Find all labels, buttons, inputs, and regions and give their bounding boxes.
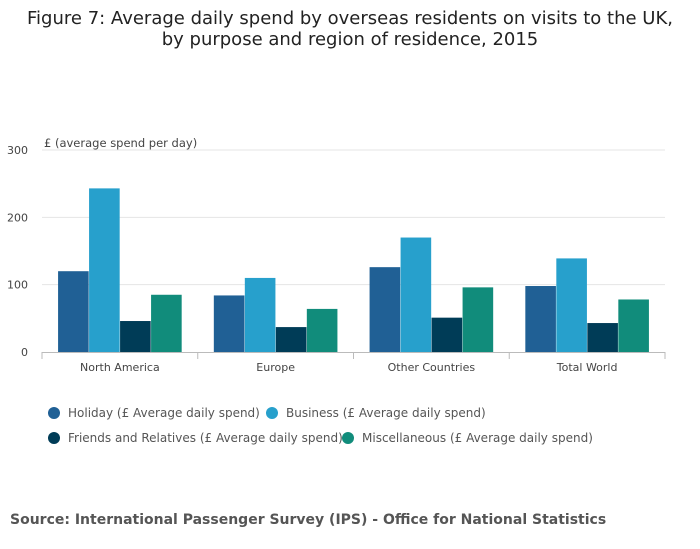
legend-item-miscellaneous[interactable]: Miscellaneous (£ Average daily spend) <box>342 431 593 445</box>
bar-other-countries-1 <box>369 267 401 352</box>
bar-europe-1 <box>213 295 245 352</box>
legend-item-holiday[interactable]: Holiday (£ Average daily spend) <box>48 406 260 420</box>
bar-north-america-1 <box>58 271 89 352</box>
x-axis <box>41 352 666 359</box>
y-axis-title: £ (average spend per day) <box>44 136 197 150</box>
x-tick-label: North America <box>80 361 160 374</box>
legend-label-holiday: Holiday (£ Average daily spend) <box>68 406 260 420</box>
legend-label-business: Business (£ Average daily spend) <box>286 406 486 420</box>
bar-total-world-4 <box>618 299 649 352</box>
legend-label-miscellaneous: Miscellaneous (£ Average daily spend) <box>362 431 593 445</box>
y-tick-label: 0 <box>21 346 28 359</box>
x-tick-label: Total World <box>556 361 618 374</box>
bar-total-world-1 <box>525 286 556 352</box>
legend-swatch-miscellaneous <box>342 432 354 444</box>
bar-europe-4 <box>306 308 338 352</box>
bars <box>58 188 649 352</box>
bar-europe-3 <box>275 327 307 352</box>
source-note: Source: International Passenger Survey (… <box>10 512 607 528</box>
legend-swatch-business <box>266 407 278 419</box>
bar-total-world-3 <box>587 323 618 352</box>
bar-total-world-2 <box>556 258 587 352</box>
legend-item-business[interactable]: Business (£ Average daily spend) <box>266 406 486 420</box>
x-tick-label: Europe <box>256 361 295 374</box>
bar-other-countries-2 <box>400 237 432 352</box>
bar-europe-2 <box>244 277 276 352</box>
axis-labels: 0 100 200 300 £ (average spend per day) North… <box>7 136 617 374</box>
y-tick-label: 300 <box>7 144 28 157</box>
bar-other-countries-3 <box>431 317 463 352</box>
y-tick-label: 100 <box>7 279 28 292</box>
bar-north-america-3 <box>120 321 151 352</box>
legend-label-friends-relatives: Friends and Relatives (£ Average daily s… <box>68 431 343 445</box>
y-tick-label: 200 <box>7 211 28 224</box>
legend-swatch-holiday <box>48 407 60 419</box>
bar-north-america-2 <box>89 188 120 352</box>
bar-chart: 0 100 200 300 £ (average spend per day) North… <box>7 136 666 374</box>
bar-north-america-4 <box>151 294 182 352</box>
chart-title: Figure 7: Average daily spend by oversea… <box>27 8 673 50</box>
legend-swatch-friends-relatives <box>48 432 60 444</box>
legend-item-friends-relatives[interactable]: Friends and Relatives (£ Average daily s… <box>48 431 343 445</box>
bar-other-countries-4 <box>462 287 494 352</box>
x-tick-label: Other Countries <box>388 361 476 374</box>
